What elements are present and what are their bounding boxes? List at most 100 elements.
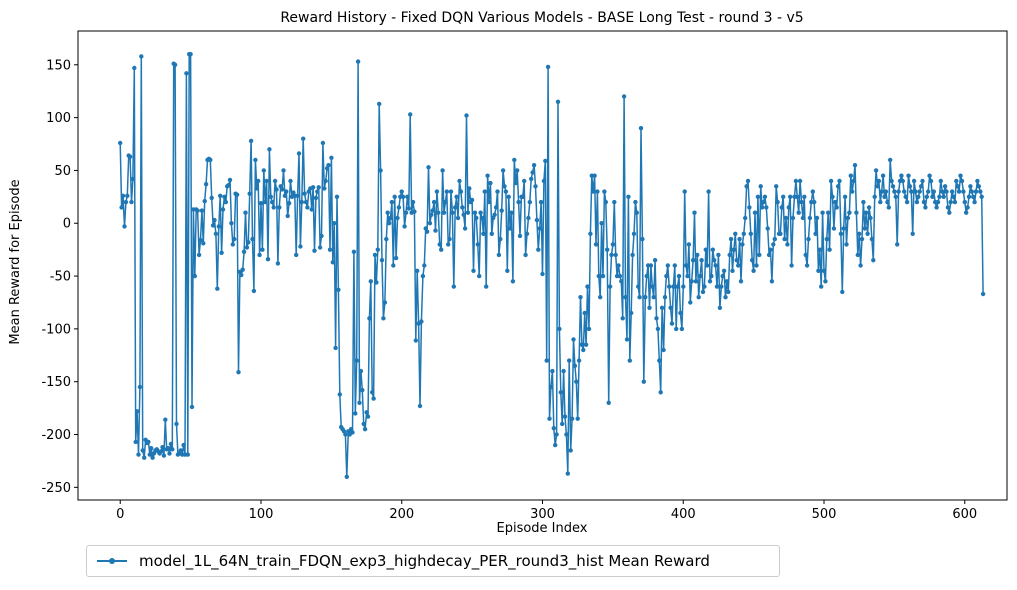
data-point <box>467 186 472 191</box>
data-point <box>868 215 873 221</box>
data-point <box>828 178 834 184</box>
data-point <box>258 201 264 206</box>
data-point <box>181 442 186 448</box>
data-point <box>125 193 130 198</box>
data-point <box>548 384 554 390</box>
data-point <box>740 242 745 247</box>
data-point <box>737 236 742 242</box>
data-point <box>123 199 129 205</box>
data-point <box>893 194 898 199</box>
data-point <box>309 207 314 212</box>
data-point <box>965 205 970 210</box>
data-point <box>298 244 303 249</box>
data-point <box>797 178 803 184</box>
data-point <box>607 284 613 289</box>
data-point <box>227 177 233 183</box>
data-point <box>956 189 962 194</box>
data-point <box>727 252 732 258</box>
data-point <box>372 252 378 258</box>
data-point <box>189 404 195 410</box>
data-point <box>354 358 359 363</box>
data-point <box>752 210 758 215</box>
legend-point-marker <box>109 558 115 564</box>
data-point <box>498 236 503 242</box>
data-point <box>667 284 672 289</box>
data-point <box>690 258 696 263</box>
data-point <box>819 284 824 289</box>
data-point <box>975 178 980 184</box>
data-point <box>560 421 565 427</box>
data-point <box>201 241 206 246</box>
data-point <box>322 186 327 191</box>
data-point <box>652 258 658 263</box>
data-point <box>928 178 934 184</box>
data-point <box>251 288 257 294</box>
data-point <box>596 273 601 279</box>
data-point <box>633 199 638 205</box>
data-point <box>803 252 808 258</box>
data-point <box>648 263 654 268</box>
data-point <box>731 247 737 252</box>
data-point <box>329 155 334 160</box>
data-point <box>230 242 235 247</box>
data-point <box>865 231 870 236</box>
data-point <box>378 168 383 173</box>
data-point <box>616 263 621 268</box>
data-point <box>871 258 876 263</box>
data-point <box>955 184 960 189</box>
data-point <box>927 173 932 178</box>
data-point <box>492 212 497 217</box>
data-point <box>785 242 790 247</box>
data-point <box>665 263 670 268</box>
data-point <box>288 178 293 184</box>
y-tick-label: -250 <box>41 481 71 496</box>
data-point <box>350 430 355 435</box>
data-point <box>705 263 710 268</box>
data-point <box>202 198 207 204</box>
data-point <box>916 194 921 199</box>
data-point <box>241 249 247 254</box>
data-point <box>930 194 935 199</box>
data-point <box>621 94 627 99</box>
data-point <box>408 112 413 117</box>
data-point <box>743 215 748 221</box>
data-point <box>850 189 855 194</box>
data-point <box>613 252 618 258</box>
data-point <box>782 236 787 242</box>
data-point <box>778 231 783 236</box>
data-point <box>668 305 673 310</box>
data-point <box>170 447 175 452</box>
data-point <box>954 178 959 184</box>
data-point <box>531 163 537 168</box>
data-point <box>516 199 521 205</box>
legend: model_1L_64N_train_FDQN_exp3_highdecay_P… <box>86 545 780 577</box>
data-point <box>234 192 240 197</box>
data-point <box>422 263 427 268</box>
data-point <box>357 400 362 405</box>
data-point <box>544 358 549 363</box>
data-point <box>627 358 632 363</box>
data-point <box>654 316 659 321</box>
data-point <box>303 199 309 205</box>
data-point <box>371 396 376 401</box>
data-point <box>264 178 269 184</box>
data-point <box>296 151 302 156</box>
data-point <box>786 205 791 210</box>
data-point <box>892 189 897 194</box>
x-axis-label: Episode Index <box>497 521 588 536</box>
data-point <box>795 194 800 199</box>
y-tick-label: -150 <box>41 375 71 390</box>
data-point <box>876 178 882 184</box>
data-point <box>599 221 604 226</box>
data-point <box>315 189 320 194</box>
data-point <box>554 432 559 437</box>
data-point <box>208 157 213 163</box>
data-point <box>386 221 392 226</box>
data-point <box>624 337 630 342</box>
data-point <box>931 189 936 194</box>
data-point <box>861 199 866 205</box>
data-point <box>906 173 911 178</box>
data-point <box>502 184 507 189</box>
y-axis-ticks: -250 -200 -150 -100 -50 0 50 100 150 <box>41 58 78 496</box>
